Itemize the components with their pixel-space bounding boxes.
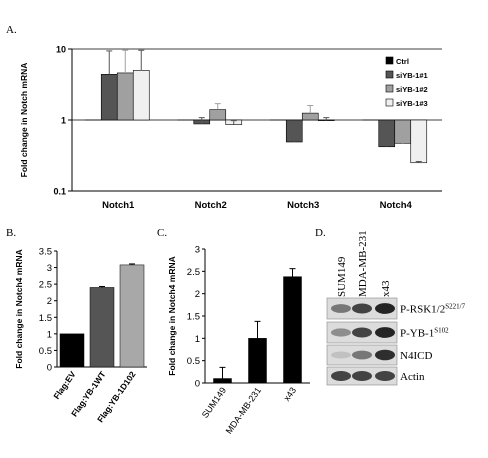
x-tick-label: Notch4 [380,200,413,211]
x-tick-label: Flag:EV [51,369,78,401]
panel-letter-b: B. [6,227,16,239]
blot-band [375,349,395,361]
legend-swatch-1 [385,70,394,79]
x-tick-label: Notch3 [287,200,319,211]
y-tick-label: 0.5 [39,346,52,357]
y-tick-label: 0 [47,363,52,374]
blot-row-label: P-RSK1/2S221/7 [400,303,466,316]
panel-letter-c: C. [157,227,167,239]
x-tick-label: Notch1 [102,200,135,211]
y-tick-label: 3 [47,263,52,274]
chart-a: 0.1 1 10 Fold change in Notch mRNA Notch1 Not… [19,45,442,211]
blot-row-label: N4ICD [400,350,432,362]
bar-Flag:EV [59,333,85,368]
blot-band [352,327,372,338]
blot-band [331,371,351,381]
blot-row-label: Actin [400,371,425,383]
bar-MDA-MB-231 [248,338,267,384]
y-tick-label: 0.5 [187,356,200,367]
legend-label-0: Ctrl [396,57,409,66]
blot-row-name: N4ICD [400,350,432,362]
y-tick-label: 0.1 [53,187,66,197]
y-tick-label: 2.5 [187,267,200,278]
x-tick-label: SUM149 [200,385,228,419]
blot-row-name: P-RSK1/2 [400,304,445,316]
bar-siYB-1#3-Notch4 [410,119,428,164]
y-tick-label: 10 [56,45,66,55]
bar-Flag:YB-1D102 [119,264,145,368]
y-axis-label: Fold change in Notch4 mRNA [14,249,24,368]
bar-siYB-1#1-Notch1 [100,74,118,121]
y-tick-label: 0 [195,379,200,390]
chart-b: 0 0.5 1 1.5 2 2.5 3 3.5 Fold change in Notch4 mR… [14,247,147,424]
y-tick-label: 1 [47,329,52,340]
y-tick-label: 1 [61,116,66,126]
blot-band [331,351,351,359]
blot-band [331,304,351,313]
blot-band [375,371,395,381]
bar-siYB-1#2-Notch2 [209,109,227,121]
bar-SUM149 [213,378,232,384]
y-tick-label: 1.5 [187,312,200,323]
blot-column-label: x43 [380,280,392,297]
blot-band [331,328,351,337]
legend-label-3: siYB-1#3 [396,99,428,108]
blot-row-label: P-YB-1S102 [400,327,449,340]
panel-letter-d: D. [315,227,326,239]
y-tick-label: 2.5 [39,280,52,291]
blot-row-name: Actin [400,371,425,383]
y-axis-label: Fold change in Notch4 mRNA [167,256,177,375]
y-tick-label: 2 [47,296,52,307]
legend-label-1: siYB-1#1 [396,71,428,80]
bar-siYB-1#3-Notch1 [132,70,150,121]
blot-band [352,371,372,381]
bar-Flag:YB-1WT [89,287,115,368]
bar-x43 [283,276,302,384]
blot-band [352,350,372,360]
blot-row-name: P-YB-1 [400,328,434,340]
y-tick-label: 1.5 [39,313,52,324]
blot-band [375,303,395,314]
western-blot: SUM149 MDA-MB-231 x43P-RSK1/2S221/7P-YB-1S… [326,230,466,386]
blot-row-superscript: S221/7 [445,303,465,311]
y-axis-label: Fold change in Notch mRNA [19,63,29,178]
x-tick-label: x43 [282,385,299,403]
blot-band [375,327,395,338]
legend-swatch-0 [385,56,394,65]
blot-column-label: MDA-MB-231 [357,230,369,297]
bar-siYB-1#1-Notch3 [285,119,303,143]
legend-swatch-3 [385,98,394,107]
y-tick-label: 2 [195,289,200,300]
blot-row-superscript: S102 [434,327,449,335]
bar-siYB-1#2-Notch3 [301,112,319,121]
legend-label-2: siYB-1#2 [396,85,428,94]
blot-column-label: SUM149 [336,256,348,297]
x-tick-label: Notch2 [195,200,227,211]
x-tick-label: MDA-MB-231 [224,385,263,435]
y-tick-label: 1 [195,334,200,345]
y-tick-label: 3.5 [39,247,52,258]
chart-c: 0 0.5 1 1.5 2 2.5 3 Fold change in Notch4 mRNA S… [167,245,310,436]
y-tick-label: 3 [195,245,200,256]
legend-swatch-2 [385,84,394,93]
blot-band [352,303,372,314]
panel-letter-a: A. [6,24,17,36]
bar-siYB-1#2-Notch1 [116,72,134,121]
